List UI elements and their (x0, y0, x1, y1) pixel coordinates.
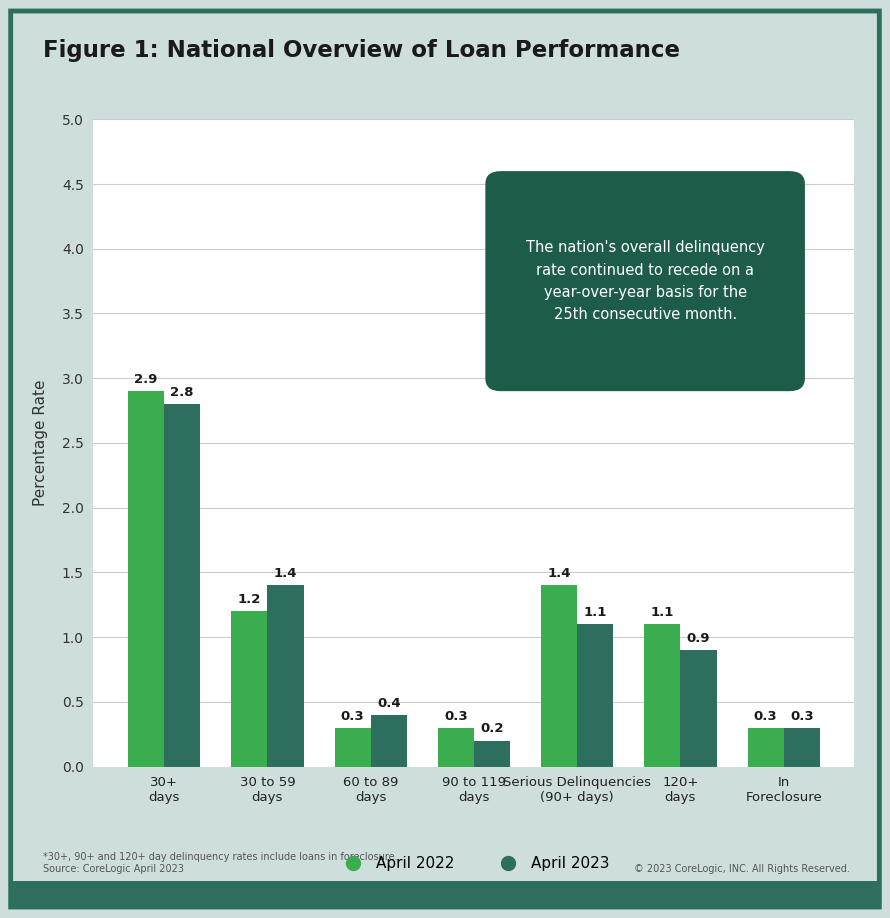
Bar (578, 624, 613, 767)
Text: 0.4: 0.4 (377, 697, 401, 710)
Text: 0.3: 0.3 (754, 710, 778, 722)
Text: 0.2: 0.2 (481, 722, 504, 735)
Bar (164, 404, 200, 767)
Text: 2.9: 2.9 (134, 373, 158, 386)
Text: 1.1: 1.1 (651, 606, 674, 619)
Text: 0.3: 0.3 (790, 710, 813, 722)
Text: 1.4: 1.4 (274, 567, 297, 580)
Bar (681, 650, 716, 767)
Bar (370, 715, 407, 767)
Text: 1.4: 1.4 (547, 567, 570, 580)
Bar (267, 586, 303, 767)
Legend: April 2022, April 2023: April 2022, April 2023 (330, 848, 618, 879)
Text: The nation's overall delinquency
rate continued to recede on a
year-over-year ba: The nation's overall delinquency rate co… (526, 241, 765, 322)
Text: 0.3: 0.3 (341, 710, 364, 722)
Bar (335, 728, 370, 767)
Text: 2.8: 2.8 (171, 386, 194, 399)
Y-axis label: Percentage Rate: Percentage Rate (33, 380, 48, 506)
Bar (11, 881, 879, 907)
Bar (231, 611, 267, 767)
Text: *30+, 90+ and 120+ day delinquency rates include loans in foreclosure.
Source: C: *30+, 90+ and 120+ day delinquency rates… (43, 852, 397, 874)
FancyBboxPatch shape (485, 171, 805, 391)
Bar (644, 624, 681, 767)
FancyBboxPatch shape (11, 11, 879, 907)
Text: Figure 1: National Overview of Loan Performance: Figure 1: National Overview of Loan Perf… (43, 39, 680, 62)
Bar (784, 728, 820, 767)
Bar (128, 391, 164, 767)
Bar (541, 586, 578, 767)
Text: © 2023 CoreLogic, INC. All Rights Reserved.: © 2023 CoreLogic, INC. All Rights Reserv… (634, 864, 850, 874)
Bar (748, 728, 784, 767)
Text: 1.1: 1.1 (584, 606, 607, 619)
Bar (474, 741, 510, 767)
Text: 0.9: 0.9 (687, 632, 710, 644)
Text: 1.2: 1.2 (238, 593, 261, 606)
Text: 0.3: 0.3 (444, 710, 467, 722)
Bar (438, 728, 474, 767)
